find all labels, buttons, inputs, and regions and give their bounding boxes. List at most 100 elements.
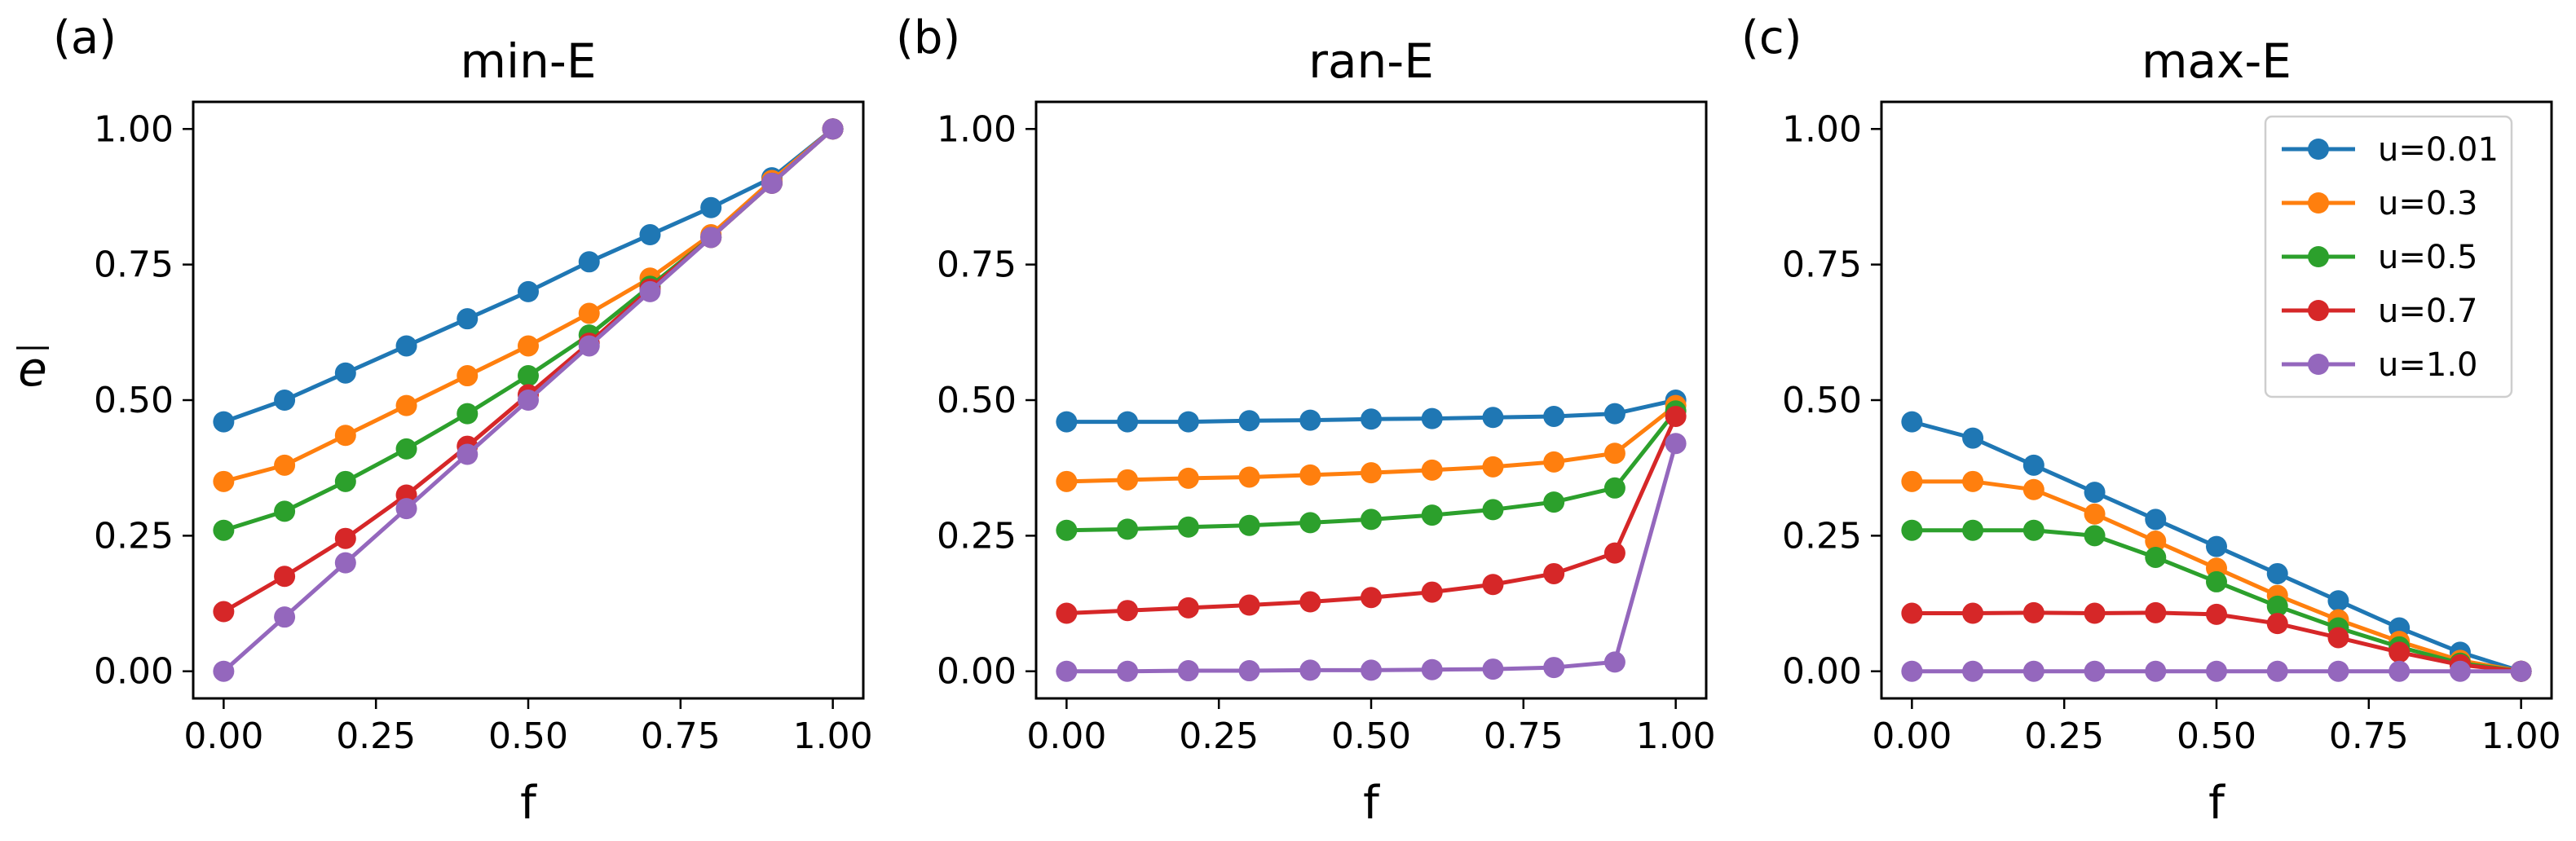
chart-title: min-E	[461, 33, 597, 89]
data-point	[1177, 660, 1199, 682]
legend-item: u=0.7	[2282, 293, 2477, 330]
y-tick-label: 0.25	[1782, 515, 1862, 557]
x-tick-label: 0.75	[2329, 716, 2409, 757]
data-point	[2084, 660, 2106, 682]
data-point	[1665, 405, 1687, 427]
series-u=0.7	[1901, 601, 2532, 682]
data-point	[1299, 591, 1321, 613]
panel-2: (c) max-E 0.00 0.25 0.50 0.75 1.00 0.00 0.25 0.50…	[1741, 11, 2561, 830]
data-point	[1482, 407, 1504, 429]
data-point	[1482, 658, 1504, 680]
data-point	[1665, 433, 1687, 455]
x-tick-label: 0.25	[2024, 716, 2104, 757]
data-point	[274, 454, 296, 476]
legend-item: u=0.5	[2282, 239, 2477, 276]
data-point	[1056, 602, 1078, 624]
panels: (a) min-E 0.00 0.25 0.50 0.75 1.00 0.00 0.25 0.50…	[16, 11, 2561, 830]
y-axis-label: e	[18, 341, 47, 397]
series-line	[223, 127, 835, 484]
panel-label: (a)	[53, 11, 117, 64]
x-tick-label: 1.00	[1636, 716, 1716, 757]
data-point	[395, 335, 417, 357]
data-point	[1117, 518, 1139, 540]
data-point	[2145, 509, 2167, 531]
x-tick-label: 0.00	[183, 716, 263, 757]
data-point	[274, 500, 296, 522]
data-point	[2266, 660, 2288, 682]
data-point	[1117, 600, 1139, 622]
y-tick-label: 0.00	[94, 651, 174, 693]
data-point	[334, 527, 356, 549]
data-point	[334, 362, 356, 384]
data-point	[2327, 660, 2349, 682]
data-point	[1482, 456, 1504, 478]
data-point	[1238, 514, 1260, 536]
data-point	[1056, 519, 1078, 541]
plot-frame	[192, 100, 865, 700]
data-point	[1901, 602, 1923, 624]
data-point	[1421, 581, 1443, 603]
x-axis-label: f	[520, 777, 537, 830]
data-point	[2327, 590, 2349, 612]
y-tick-label: 0.25	[937, 515, 1017, 557]
legend: u=0.01 u=0.3 u=0.5 u=0.7 u=1.0	[2264, 115, 2513, 398]
panel-label: (b)	[896, 11, 960, 64]
y-tick-label: 0.00	[1782, 651, 1862, 693]
data-point	[2145, 546, 2167, 568]
data-point	[1543, 405, 1565, 427]
x-tick-label: 0.75	[641, 716, 721, 757]
data-point	[1361, 587, 1382, 609]
data-point	[2022, 519, 2044, 541]
series-u=1.0	[1056, 433, 1687, 682]
data-point	[1543, 562, 1565, 584]
data-point	[1603, 542, 1625, 564]
data-point	[1901, 660, 1923, 682]
legend-item: u=0.3	[2282, 185, 2477, 222]
series-u=0.5	[1901, 519, 2532, 682]
data-point	[2084, 482, 2106, 504]
data-point	[518, 365, 539, 387]
data-point	[1482, 574, 1504, 596]
chart-title: max-E	[2142, 33, 2291, 89]
data-point	[1603, 443, 1625, 465]
legend-item: u=1.0	[2282, 346, 2477, 384]
data-point	[213, 601, 235, 623]
data-point	[2145, 531, 2167, 553]
data-point	[1238, 466, 1260, 488]
data-point	[395, 394, 417, 416]
data-point	[2206, 603, 2227, 625]
plot-frame	[1880, 100, 2553, 700]
data-point	[1361, 408, 1382, 430]
data-point	[518, 335, 539, 357]
y-tick-label: 0.50	[937, 380, 1017, 421]
data-point	[1603, 403, 1625, 425]
data-point	[1962, 660, 1984, 682]
x-tick-label: 0.50	[2177, 716, 2256, 757]
x-tick-label: 0.25	[336, 716, 416, 757]
series-u=1.0	[1901, 660, 2532, 682]
data-point	[518, 280, 539, 302]
legend-label: u=0.01	[2378, 131, 2499, 169]
data-point	[2206, 660, 2227, 682]
x-tick-label: 0.50	[1331, 716, 1411, 757]
data-point	[457, 308, 479, 330]
x-tick-label: 0.50	[488, 716, 568, 757]
data-point	[457, 365, 479, 387]
series-u=0.01	[1056, 390, 1687, 433]
data-point	[2266, 595, 2288, 617]
y-tick-label: 0.00	[937, 651, 1017, 693]
legend-label: u=1.0	[2378, 346, 2477, 384]
data-point	[2449, 660, 2471, 682]
data-point	[334, 470, 356, 492]
data-point	[2084, 503, 2106, 525]
data-point	[1482, 499, 1504, 521]
data-point	[2510, 660, 2532, 682]
data-point	[2022, 478, 2044, 500]
legend-swatch-marker	[2308, 246, 2329, 267]
data-point	[2389, 641, 2411, 663]
plot-frame	[1034, 100, 1708, 700]
data-point	[1421, 658, 1443, 680]
data-point	[457, 443, 479, 465]
data-point	[1421, 407, 1443, 429]
